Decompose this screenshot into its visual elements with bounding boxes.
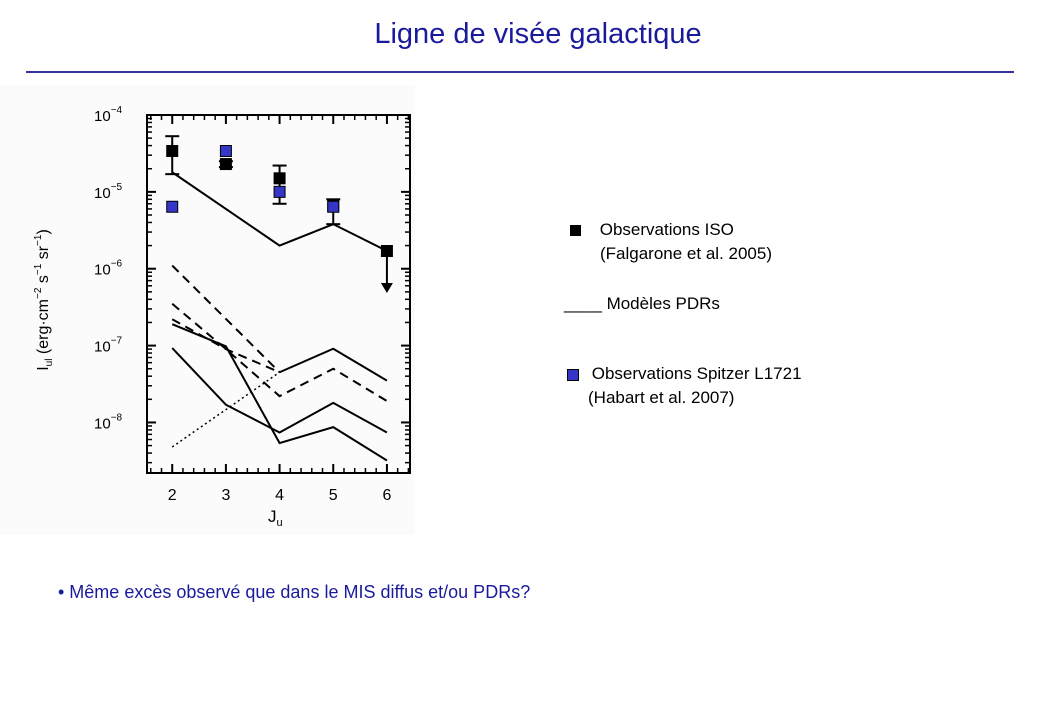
legend-spitzer-label: Observations Spitzer L1721 — [591, 364, 802, 383]
y-tick-label: 10−8 — [94, 412, 123, 432]
slide-title: Ligne de visée galactique — [374, 18, 702, 50]
legend-models: ____ Modèles PDRs — [564, 292, 720, 316]
legend-iso-ref: (Falgarone et al. 2005) — [600, 244, 772, 263]
model-line — [171, 264, 281, 373]
chart: 10−4 10−5 10−6 10−7 10−8 2 3 4 5 6 Ju Iul (erg·cm… — [33, 105, 411, 529]
bullet-text: • Même excès observé que dans le MIS dif… — [58, 582, 531, 602]
title-divider — [26, 71, 1014, 73]
y-axis-label: Iul (erg·cm−2 s−1 sr−1) — [33, 229, 55, 371]
x-tick-label: 6 — [382, 487, 391, 504]
legend-spitzer: Observations Spitzer L1721 (Habart et al… — [567, 362, 802, 410]
spitzer-data-point — [273, 185, 286, 198]
legend-iso-label: Observations ISO — [599, 220, 734, 239]
legend-spitzer-marker — [567, 368, 579, 381]
y-tick-label: 10−5 — [94, 182, 123, 202]
iso-data-point — [166, 145, 179, 158]
x-axis-label: Ju — [268, 507, 283, 529]
y-tick-label: 10−6 — [94, 259, 123, 279]
x-tick-label: 5 — [329, 487, 338, 504]
iso-data-point — [273, 172, 286, 185]
model-line — [171, 318, 280, 374]
legend-spitzer-ref: (Habart et al. 2007) — [588, 388, 735, 407]
x-tick-label: 3 — [221, 487, 230, 504]
legend-iso-marker — [570, 225, 581, 237]
chart-background — [0, 85, 415, 535]
legend-models-label: Modèles PDRs — [606, 294, 720, 313]
model-line — [171, 303, 388, 402]
legend-iso: Observations ISO (Falgarone et al. 2005) — [570, 218, 772, 266]
plot-frame — [146, 114, 411, 474]
model-line — [279, 347, 388, 382]
x-tick-label: 2 — [168, 487, 177, 504]
y-tick-label: 10−4 — [94, 105, 123, 125]
spitzer-data-point — [166, 200, 179, 213]
spitzer-data-point — [219, 145, 232, 158]
y-tick-label: 10−7 — [94, 336, 123, 356]
model-line — [171, 347, 388, 434]
iso-data-point — [219, 158, 232, 171]
spitzer-data-point — [327, 200, 340, 213]
model-line — [171, 323, 388, 462]
model-line — [171, 371, 281, 448]
x-tick-label: 4 — [275, 487, 284, 504]
model-line — [171, 171, 388, 252]
legend-models-line: ____ — [564, 294, 602, 313]
iso-data-point — [380, 245, 393, 258]
upper-limit-arrowhead — [380, 283, 393, 294]
